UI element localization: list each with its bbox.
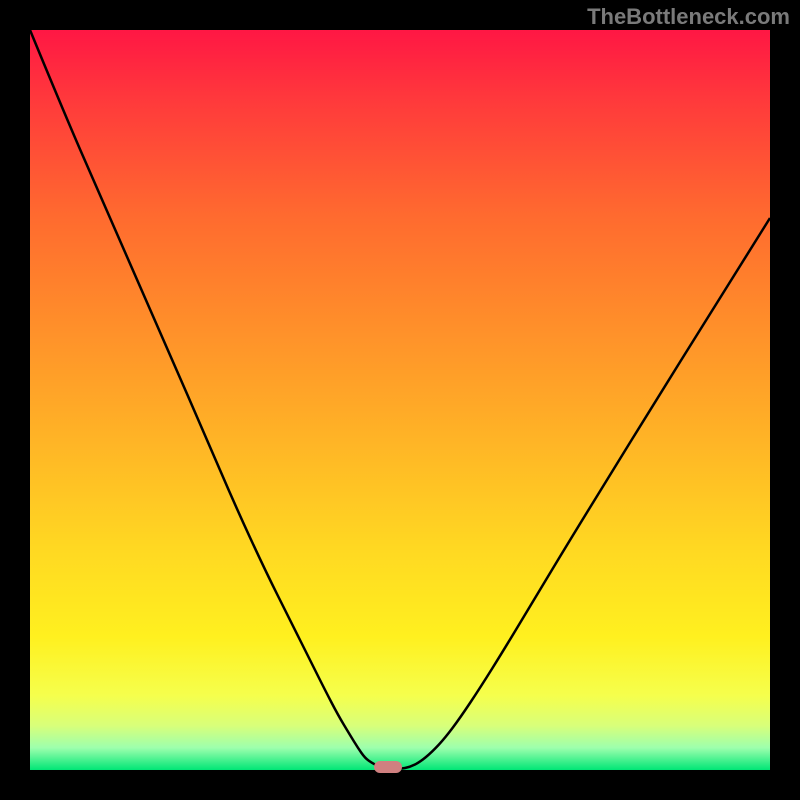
plot-area [30, 30, 770, 770]
chart-canvas: TheBottleneck.com [0, 0, 800, 800]
watermark-text: TheBottleneck.com [587, 4, 790, 30]
minimum-marker [374, 761, 402, 773]
bottleneck-chart [0, 0, 800, 800]
